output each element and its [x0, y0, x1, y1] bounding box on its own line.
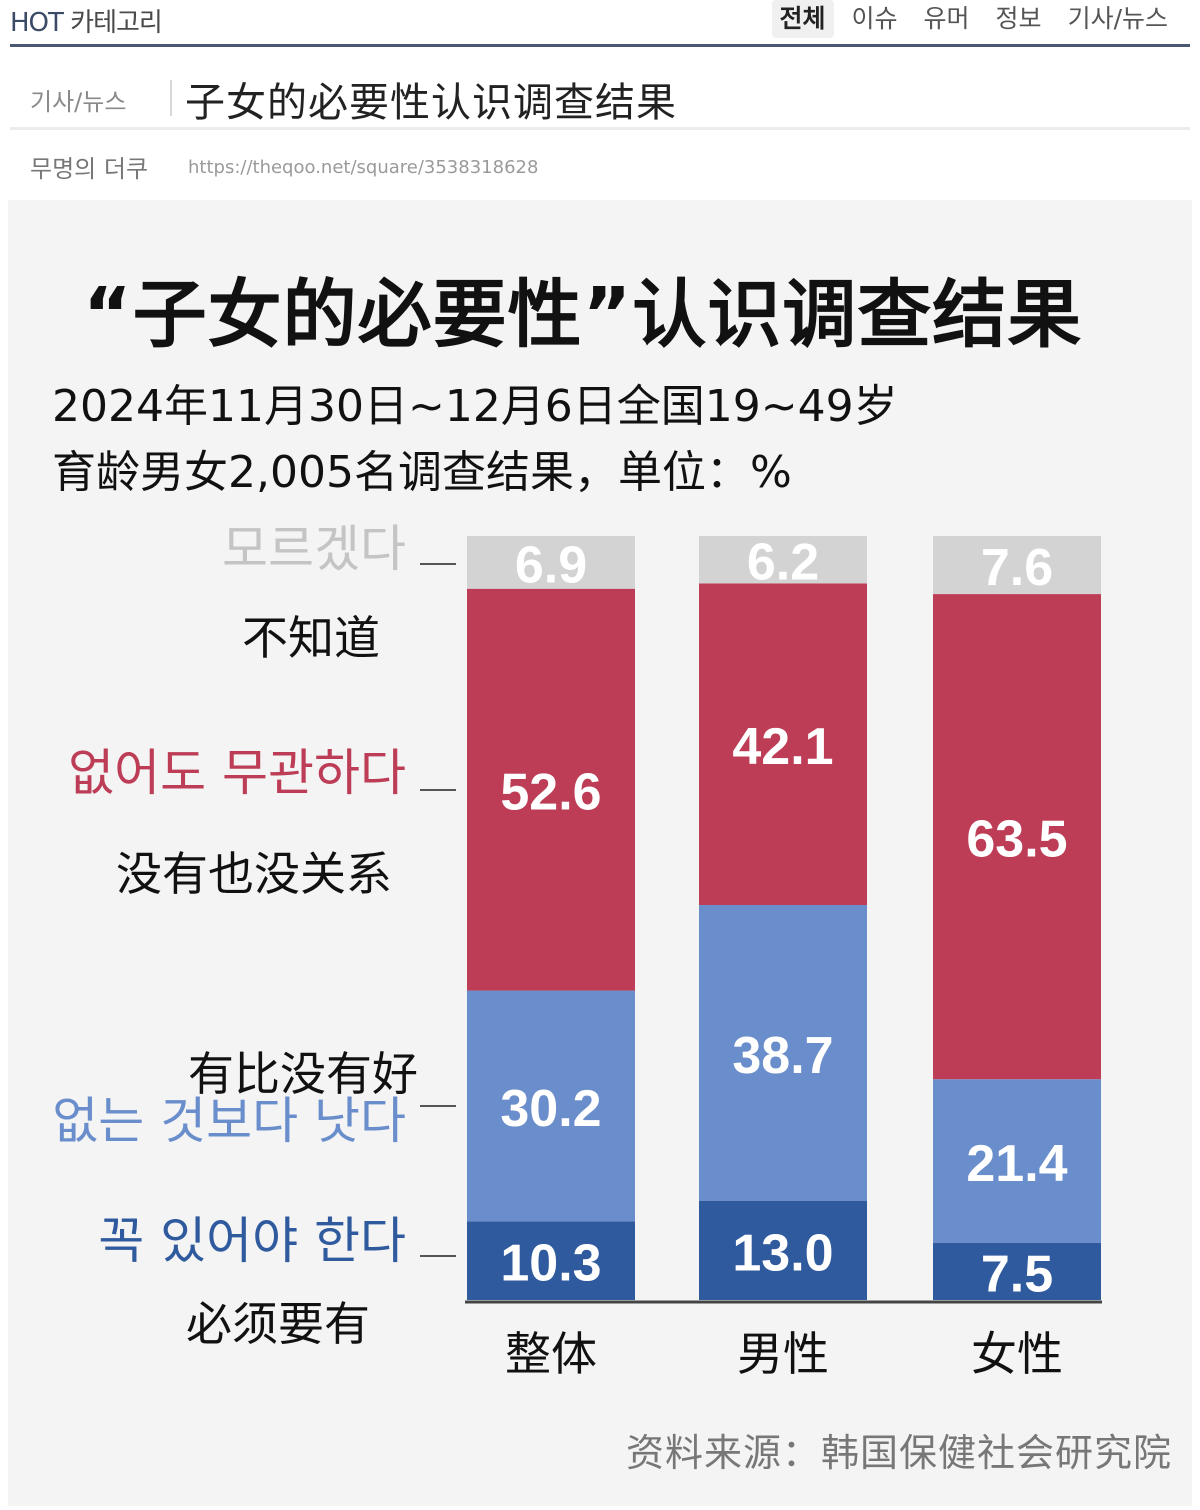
tab-humor[interactable]: 유머: [923, 4, 970, 33]
bar-segment: [933, 1079, 1101, 1243]
infographic-image: “子女的必要性”认识调查结果 2024年11月30日~12月6日全国19~49岁…: [8, 200, 1192, 1506]
chart-source: 资料来源：韩国保健社会研究院: [625, 1431, 1172, 1475]
post-category[interactable]: 기사/뉴스: [30, 88, 127, 116]
chart-title: “子女的必要性”认识调查结果: [83, 272, 1083, 358]
legend-label-chinese: 没有也没关系: [116, 847, 392, 901]
category-label: 女性: [971, 1327, 1063, 1381]
top-nav: HOT 카테고리 전체 이슈 유머 정보 기사/뉴스: [0, 0, 1200, 47]
nav-tabs: 전체 이슈 유머 정보 기사/뉴스: [771, 0, 1177, 38]
post-meta: 무명의 더쿠 https://theqoo.net/square/3538318…: [10, 135, 1190, 195]
nav-brand-hot: HOT: [10, 8, 64, 38]
post-title: 子女的必要性认识调查结果: [185, 80, 677, 126]
bar-value-label: 6.9: [515, 536, 587, 594]
tab-all[interactable]: 전체: [771, 0, 834, 38]
bar-value-label: 42.1: [732, 718, 833, 776]
bar-value-label: 7.5: [981, 1245, 1053, 1303]
legend-label-korean: 꼭 있어야 한다: [98, 1212, 406, 1270]
bar-value-label: 52.6: [500, 764, 601, 822]
header-separator: [170, 80, 172, 116]
stacked-bar-chart: 10.3 30.2 52.6 6.9 整体 13.0 38.7 42.1 6.2 男性 7.5 21.…: [52, 520, 1102, 1381]
bar-segment: [699, 1200, 867, 1300]
legend-label-chinese: 不知道: [242, 611, 380, 665]
post-url[interactable]: https://theqoo.net/square/3538318628: [188, 157, 539, 178]
tab-info[interactable]: 정보: [995, 4, 1042, 33]
bar-segment: [467, 990, 635, 1222]
legend-label-korean: 모르겠다: [222, 520, 406, 578]
post-author: 무명의 더쿠: [30, 155, 149, 183]
bar-segment: [699, 583, 867, 906]
chart-subtitle-line2: 育龄男女2,005名调查结果，单位：%: [52, 447, 792, 498]
category-label: 整体: [505, 1327, 597, 1381]
nav-brand[interactable]: HOT 카테고리: [10, 2, 163, 39]
tab-issue[interactable]: 이슈: [851, 4, 898, 33]
bar-value-label: 21.4: [966, 1135, 1067, 1193]
legend-label-chinese: 必须要有: [186, 1297, 370, 1351]
bar-value-label: 30.2: [500, 1080, 601, 1138]
nav-brand-label: 카테고리: [70, 8, 163, 38]
bar-segment: [467, 536, 635, 589]
bar-segment: [467, 588, 635, 991]
bar-value-label: 38.7: [732, 1027, 833, 1085]
legend-label-chinese: 有比没有好: [188, 1047, 418, 1101]
legend-label-korean: 없어도 무관하다: [68, 744, 406, 802]
chart-subtitle-line1: 2024年11月30日~12月6日全国19~49岁: [52, 381, 898, 432]
bar-segment: [467, 1221, 635, 1300]
bar-segment: [933, 594, 1101, 1080]
bar-value-label: 63.5: [966, 811, 1067, 869]
legend-label-korean: 없는 것보다 낫다: [52, 1092, 406, 1150]
bar-value-label: 6.2: [747, 534, 819, 592]
bar-value-label: 13.0: [732, 1224, 833, 1282]
post-header: 기사/뉴스 子女的必要性认识调查结果: [10, 60, 1190, 130]
bar-value-label: 7.6: [981, 539, 1053, 597]
bar-segment: [933, 536, 1101, 595]
tab-news[interactable]: 기사/뉴스: [1067, 4, 1168, 33]
bar-segment: [699, 905, 867, 1201]
bar-value-label: 10.3: [500, 1235, 601, 1293]
bar-segment: [933, 1242, 1101, 1300]
category-label: 男性: [737, 1327, 829, 1381]
nav-divider: [10, 44, 1190, 47]
bar-segment: [699, 536, 867, 584]
